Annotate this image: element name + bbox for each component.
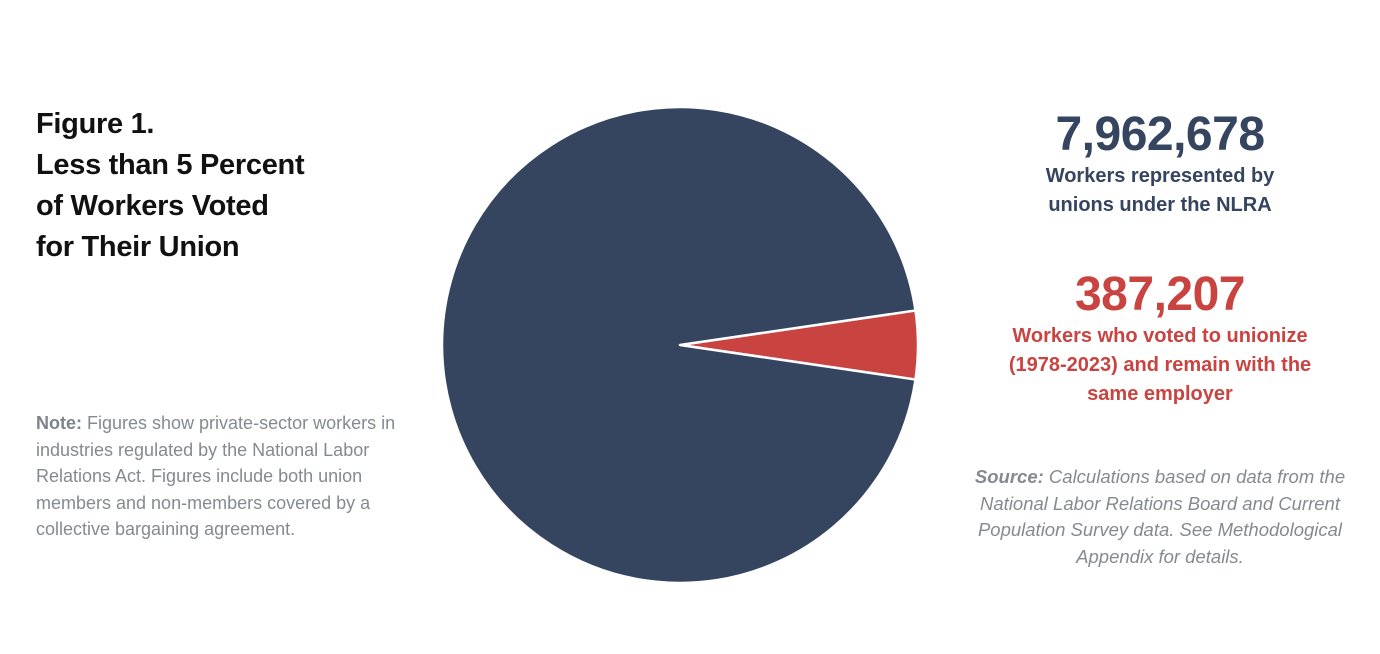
represented-label-line: unions under the NLRA — [1048, 194, 1272, 216]
figure-title-line: for Their Union — [36, 231, 240, 263]
voted-number: 387,207 — [1074, 268, 1246, 321]
figure-source: Source: Calculations based on data from … — [960, 464, 1360, 570]
voted-label: Workers who voted to unionize (1978-2023… — [960, 322, 1360, 409]
figure-note: Note: Figures show private-sector worker… — [36, 410, 406, 543]
figure-title: Figure 1. Less than 5 Percent of Workers… — [36, 104, 396, 268]
voted-label-line: (1978-2023) and remain with the — [1008, 354, 1312, 376]
represented-stat: 7,962,678 Workers represented by unions … — [960, 108, 1360, 220]
pie-slice-represented — [440, 105, 917, 585]
pie-chart — [440, 105, 920, 585]
represented-label-line: Workers represented by — [1045, 165, 1275, 187]
voted-label-line: Workers who voted to unionize — [1012, 325, 1308, 347]
represented-label: Workers represented by unions under the … — [960, 162, 1360, 220]
note-label: Note: — [36, 413, 82, 433]
note-text: Figures show private-sector workers in i… — [36, 413, 396, 539]
source-text: Calculations based on data from the Nati… — [977, 466, 1346, 567]
represented-number: 7,962,678 — [1055, 108, 1265, 161]
figure-title-line: of Workers Voted — [36, 190, 269, 222]
voted-label-line: same employer — [1087, 383, 1233, 405]
figure-title-line: Less than 5 Percent — [36, 149, 305, 181]
voted-stat: 387,207 Workers who voted to unionize (1… — [960, 268, 1360, 409]
source-label: Source: — [974, 466, 1044, 487]
figure-title-line: Figure 1. — [36, 108, 155, 140]
